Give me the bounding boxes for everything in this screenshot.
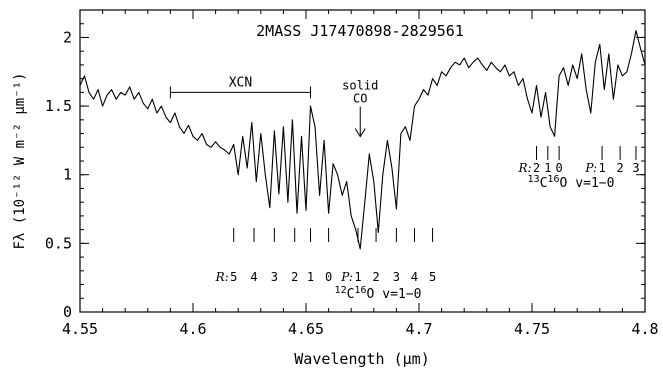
y-tick-label: 0.5: [45, 234, 72, 252]
co13-mass-number: 13: [528, 174, 540, 185]
co12-r-line-label: 3: [271, 270, 278, 284]
co12-r-branch-label: R:: [215, 270, 229, 284]
co13-band-label: 13C16O v=1−0: [528, 174, 615, 191]
co12-line-markers: 5 4 3 2 1 0R: 1 2 3 4 5P:: [215, 228, 436, 284]
co13-r-line-label: 2: [533, 161, 540, 175]
co13-p-line-label: 2: [617, 161, 624, 175]
xcn-annotation: XCN: [169, 75, 312, 99]
solid-co-label-line1: solid: [342, 79, 378, 93]
co13-p-line-label: 1: [598, 161, 605, 175]
co12-oxygen: O: [366, 287, 374, 302]
co13-carbon: C: [540, 176, 548, 191]
solid-co-label-line2: CO: [353, 92, 367, 106]
chart-title: 2MASS J17470898-2829561: [256, 22, 464, 40]
co12-oxygen-mass: 16: [354, 285, 366, 296]
solid-co-arrow-head: [354, 128, 366, 138]
x-axis-label: Wavelength (μm): [294, 350, 429, 368]
co12-p-line-label: 1: [354, 270, 361, 284]
co13-band: v=1−0: [575, 176, 614, 191]
co12-r-line-label: 1: [307, 270, 314, 284]
y-tick-label: 1.5: [45, 97, 72, 115]
co12-carbon: C: [347, 287, 355, 302]
co13-line-markers: 2 1 0R: 1 2 3P:: [517, 146, 640, 175]
co13-r-line-label: 1: [544, 161, 551, 175]
solid-co-annotation: solid CO: [342, 79, 378, 138]
co12-p-line-label: 5: [429, 270, 436, 284]
co13-oxygen-mass: 16: [547, 174, 559, 185]
spectrum-line: [79, 30, 646, 250]
co12-r-line-label: 0: [325, 270, 332, 284]
co13-r-branch-label: R:: [517, 161, 531, 175]
co13-p-branch-label: P:: [584, 161, 597, 175]
x-tick-label: 4.7: [405, 320, 432, 338]
xcn-label: XCN: [229, 75, 252, 90]
co12-r-line-label: 4: [250, 270, 257, 284]
x-tick-label: 4.8: [631, 320, 658, 338]
y-axis-label: Fλ (10⁻¹² W m⁻² μm⁻¹): [12, 72, 28, 249]
co12-band: v=1−0: [382, 287, 421, 302]
y-axis-ticks: 0 0.5 1 1.5 2: [45, 9, 645, 321]
co13-r-line-label: 0: [556, 161, 563, 175]
x-tick-label: 4.55: [62, 320, 98, 338]
y-tick-label: 2: [63, 28, 72, 46]
co12-p-line-label: 2: [372, 270, 379, 284]
co13-p-line-label: 3: [632, 161, 639, 175]
co12-p-line-label: 3: [393, 270, 400, 284]
co12-band-label: 12C16O v=1−0: [335, 285, 422, 302]
x-axis-ticks: 4.55 4.6 4.65 4.7 4.75 4.8: [62, 10, 659, 338]
x-tick-label: 4.65: [288, 320, 324, 338]
y-tick-label: 0: [63, 303, 72, 321]
co13-oxygen: O: [559, 176, 567, 191]
co12-mass-number: 12: [335, 285, 347, 296]
x-tick-label: 4.75: [514, 320, 550, 338]
y-tick-label: 1: [63, 166, 72, 184]
co12-p-line-label: 4: [411, 270, 418, 284]
co12-p-branch-label: P:: [340, 270, 353, 284]
co12-r-line-label: 2: [291, 270, 298, 284]
x-tick-label: 4.6: [179, 320, 206, 338]
co12-r-line-label: 5: [230, 270, 237, 284]
